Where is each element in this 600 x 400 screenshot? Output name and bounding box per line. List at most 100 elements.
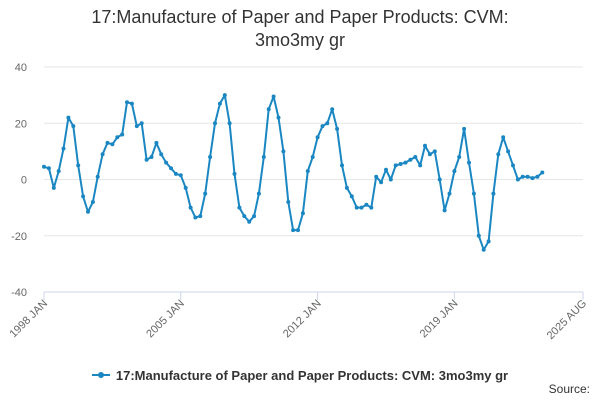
data-point[interactable] <box>296 228 300 233</box>
data-point[interactable] <box>349 194 354 199</box>
data-point[interactable] <box>354 205 359 210</box>
data-point[interactable] <box>51 185 56 190</box>
data-point[interactable] <box>56 169 61 174</box>
data-point[interactable] <box>154 140 159 145</box>
data-point[interactable] <box>320 124 325 129</box>
data-point[interactable] <box>198 214 203 219</box>
data-point[interactable] <box>46 166 51 171</box>
data-point[interactable] <box>467 160 471 165</box>
data-point[interactable] <box>173 171 178 176</box>
data-point[interactable] <box>403 160 408 165</box>
data-point[interactable] <box>61 146 66 151</box>
data-point[interactable] <box>364 202 369 207</box>
data-point[interactable] <box>496 152 501 157</box>
data-point[interactable] <box>305 169 310 174</box>
data-point[interactable] <box>100 152 105 157</box>
data-point[interactable] <box>125 100 129 105</box>
data-point[interactable] <box>256 191 261 196</box>
data-point[interactable] <box>457 155 462 159</box>
data-point[interactable] <box>393 163 398 168</box>
data-point[interactable] <box>471 191 476 196</box>
data-point[interactable] <box>462 126 467 131</box>
data-point[interactable] <box>520 174 525 179</box>
data-point[interactable] <box>374 174 379 179</box>
data-point[interactable] <box>452 169 457 174</box>
data-point[interactable] <box>271 94 276 99</box>
data-point[interactable] <box>169 166 173 171</box>
data-point[interactable] <box>388 177 393 182</box>
data-point[interactable] <box>276 115 281 120</box>
data-point[interactable] <box>252 214 257 219</box>
data-point[interactable] <box>242 214 247 219</box>
data-point[interactable] <box>139 121 144 126</box>
data-point[interactable] <box>300 211 305 216</box>
data-point[interactable] <box>247 219 252 224</box>
data-point[interactable] <box>105 140 110 145</box>
data-point[interactable] <box>76 163 81 168</box>
data-point[interactable] <box>427 152 432 157</box>
data-point[interactable] <box>491 191 496 196</box>
data-point[interactable] <box>159 152 164 157</box>
data-point[interactable] <box>437 177 442 182</box>
data-point[interactable] <box>481 247 486 252</box>
data-point[interactable] <box>291 228 296 233</box>
data-point[interactable] <box>525 174 530 179</box>
legend[interactable]: 17:Manufacture of Paper and Paper Produc… <box>0 364 600 383</box>
data-point[interactable] <box>398 162 403 166</box>
data-point[interactable] <box>193 215 198 220</box>
data-point[interactable] <box>281 149 286 154</box>
data-point[interactable] <box>310 155 315 159</box>
data-point[interactable] <box>408 157 413 162</box>
data-point[interactable] <box>208 155 213 159</box>
data-point[interactable] <box>486 239 491 244</box>
data-point[interactable] <box>261 155 266 159</box>
data-point[interactable] <box>432 149 437 154</box>
data-point[interactable] <box>81 194 86 199</box>
data-point[interactable] <box>217 101 222 106</box>
data-point[interactable] <box>120 132 125 137</box>
data-point[interactable] <box>530 176 535 181</box>
data-point[interactable] <box>423 143 427 148</box>
data-point[interactable] <box>90 200 95 204</box>
data-point[interactable] <box>222 93 227 98</box>
data-point[interactable] <box>232 171 237 176</box>
data-point[interactable] <box>535 174 540 179</box>
data-point[interactable] <box>369 205 374 210</box>
data-point[interactable] <box>213 121 217 126</box>
data-point[interactable] <box>330 107 335 112</box>
data-point[interactable] <box>266 107 271 112</box>
data-point[interactable] <box>237 205 242 210</box>
data-point[interactable] <box>384 167 388 172</box>
data-point[interactable] <box>315 135 320 140</box>
data-point[interactable] <box>178 173 183 178</box>
data-point[interactable] <box>476 233 481 238</box>
data-point[interactable] <box>203 191 208 196</box>
data-point[interactable] <box>286 200 291 204</box>
data-point[interactable] <box>379 180 384 185</box>
data-point[interactable] <box>71 124 76 129</box>
data-point[interactable] <box>511 163 515 168</box>
data-point[interactable] <box>359 205 364 210</box>
data-point[interactable] <box>110 142 115 147</box>
data-point[interactable] <box>227 121 232 126</box>
data-point[interactable] <box>134 124 139 129</box>
data-point[interactable] <box>413 155 418 159</box>
data-point[interactable] <box>144 157 149 162</box>
data-point[interactable] <box>115 135 120 140</box>
data-point[interactable] <box>418 163 423 168</box>
data-point[interactable] <box>42 164 46 169</box>
data-point[interactable] <box>501 135 506 140</box>
data-point[interactable] <box>447 191 452 196</box>
data-point[interactable] <box>86 209 90 214</box>
data-point[interactable] <box>95 174 100 179</box>
data-point[interactable] <box>515 177 520 182</box>
data-point[interactable] <box>183 185 188 190</box>
data-point[interactable] <box>188 205 193 210</box>
data-point[interactable] <box>164 160 169 165</box>
data-point[interactable] <box>540 170 545 175</box>
data-point[interactable] <box>129 101 134 106</box>
data-point[interactable] <box>344 185 349 190</box>
data-point[interactable] <box>335 126 340 131</box>
data-point[interactable] <box>442 208 447 213</box>
data-point[interactable] <box>149 155 154 159</box>
